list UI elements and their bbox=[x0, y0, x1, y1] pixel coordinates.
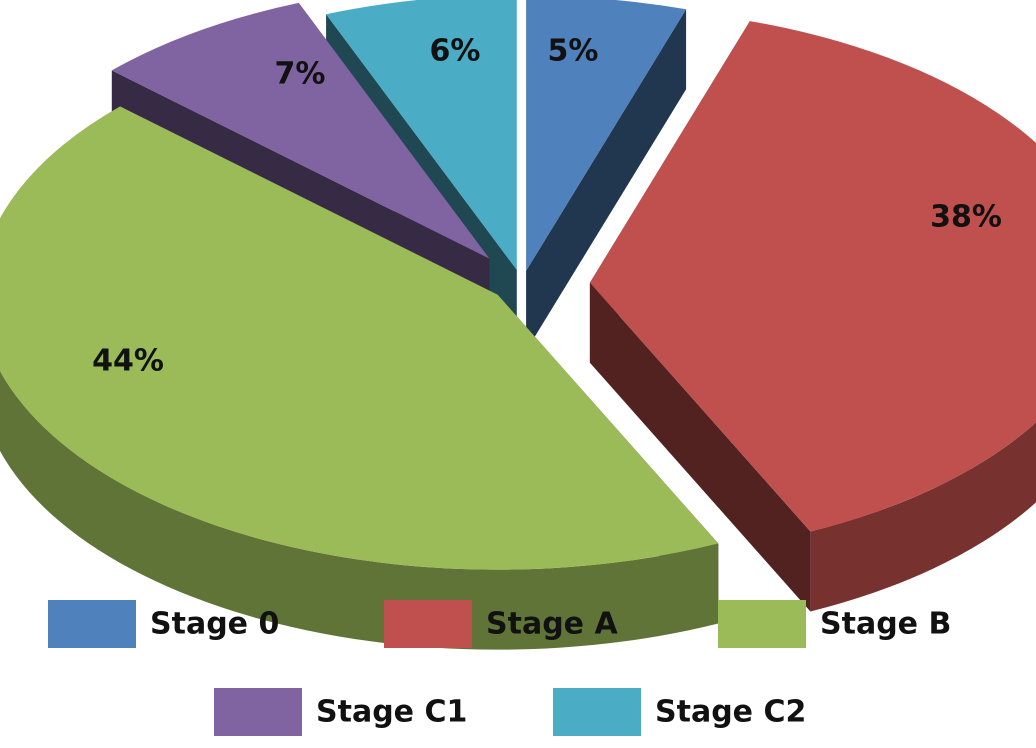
pie-slice-stage-a bbox=[589, 21, 1036, 532]
pie-top-layer bbox=[0, 0, 1036, 570]
legend-swatch-stage-b bbox=[718, 600, 806, 648]
legend-label-stage-a: Stage A bbox=[486, 607, 618, 642]
legend-label-stage-0: Stage 0 bbox=[150, 607, 279, 642]
data-label-stage-a: 38% bbox=[930, 200, 1002, 235]
data-label-stage-b: 44% bbox=[92, 344, 164, 379]
legend-swatch-stage-c1 bbox=[214, 688, 302, 736]
legend-swatch-stage-0 bbox=[48, 600, 136, 648]
legend-label-stage-b: Stage B bbox=[820, 607, 951, 642]
legend: Stage 0 Stage A Stage B Stage C1 Stage C2 bbox=[48, 600, 951, 736]
pie-slice-stage-c2 bbox=[326, 0, 517, 270]
legend-swatch-stage-a bbox=[384, 600, 472, 648]
pie-slice-stage-0 bbox=[526, 0, 687, 271]
pie-side-stage-a-end bbox=[589, 282, 811, 612]
pie-slice-stage-c1 bbox=[111, 2, 490, 259]
legend-label-stage-c1: Stage C1 bbox=[316, 695, 467, 730]
pie-slice-stage-b bbox=[0, 106, 719, 570]
data-label-stage-c1: 7% bbox=[275, 57, 326, 92]
pie-wall-stage-b bbox=[0, 370, 719, 650]
pie-side-stage-0-end bbox=[526, 9, 687, 351]
legend-swatch-stage-c2 bbox=[553, 688, 641, 736]
data-label-stage-c2: 6% bbox=[430, 34, 481, 69]
legend-label-stage-c2: Stage C2 bbox=[655, 695, 806, 730]
data-labels: 5% 38% 44% 7% 6% bbox=[92, 34, 1002, 379]
pie-wall-stage-a bbox=[810, 422, 1036, 612]
data-label-stage-0: 5% bbox=[548, 34, 599, 69]
